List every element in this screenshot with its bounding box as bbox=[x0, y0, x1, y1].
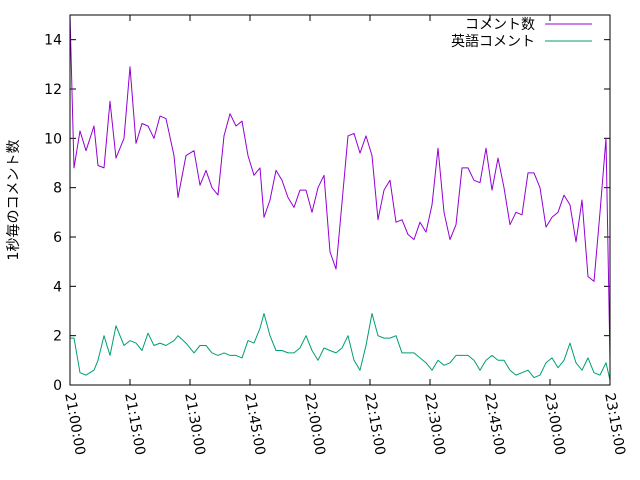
y-tick-label: 14 bbox=[44, 33, 62, 49]
y-tick-label: 12 bbox=[44, 82, 62, 98]
legend-label-0: コメント数 bbox=[465, 17, 535, 33]
series-line-1 bbox=[70, 313, 611, 381]
x-tick-label: 21:15:00 bbox=[121, 392, 148, 457]
legend-label-1: 英語コメント bbox=[451, 33, 535, 50]
x-tick-label: 23:15:00 bbox=[601, 392, 628, 457]
y-tick-label: 2 bbox=[53, 329, 62, 345]
x-axis-ticks: 21:00:00 21:15:00 21:30:00 21:45:00 22:00:00… bbox=[61, 15, 628, 456]
plot-frame bbox=[69, 14, 611, 386]
x-tick-label: 22:30:00 bbox=[421, 392, 448, 457]
y-tick-label: 8 bbox=[53, 181, 62, 197]
y-tick-label: 4 bbox=[53, 279, 62, 295]
y-tick-label: 10 bbox=[44, 131, 62, 147]
x-tick-label: 21:00:00 bbox=[61, 392, 88, 457]
x-tick-label: 21:45:00 bbox=[241, 392, 268, 457]
x-tick-label: 22:45:00 bbox=[481, 392, 508, 457]
series-layer bbox=[69, 14, 611, 381]
y-axis-ticks: 0 2 4 6 8 10 12 14 bbox=[44, 33, 610, 394]
x-tick-label: 22:00:00 bbox=[301, 392, 328, 457]
series-line-0 bbox=[69, 14, 611, 361]
y-tick-label: 6 bbox=[53, 230, 62, 246]
y-axis-title: 1秒毎のコメント数 bbox=[6, 140, 22, 261]
x-tick-label: 23:00:00 bbox=[541, 392, 568, 457]
y-tick-label: 0 bbox=[53, 378, 62, 394]
x-tick-label: 21:30:00 bbox=[181, 392, 208, 457]
x-tick-label: 22:15:00 bbox=[361, 392, 388, 457]
